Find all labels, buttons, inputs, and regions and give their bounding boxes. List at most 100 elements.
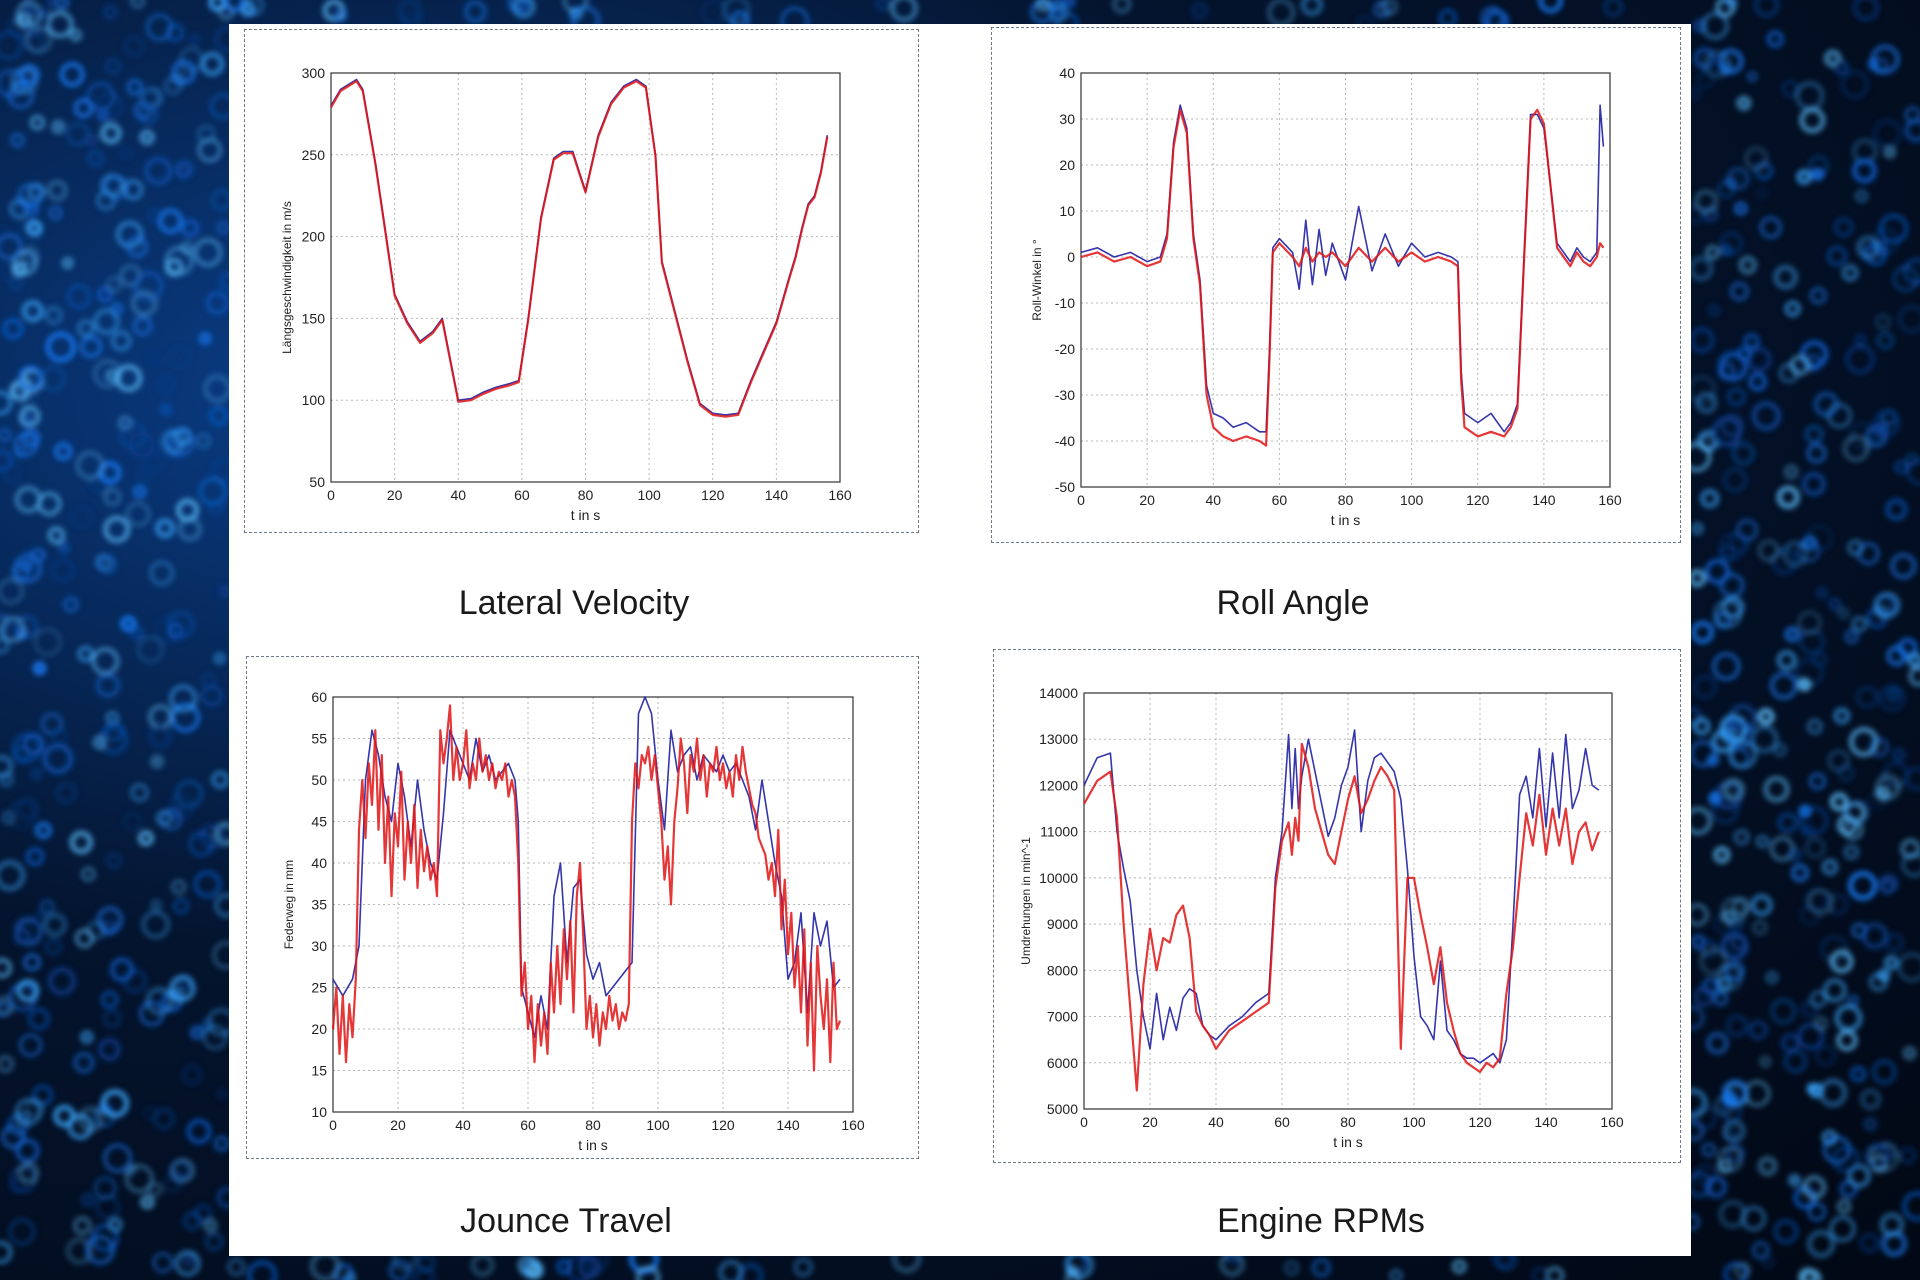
x-tick-label: 0 (327, 487, 335, 503)
y-tick-label: 300 (302, 65, 326, 81)
y-tick-label: 15 (311, 1063, 327, 1079)
y-tick-label: 100 (302, 392, 326, 408)
x-axis-label: t in s (571, 507, 601, 523)
x-tick-label: 140 (765, 487, 789, 503)
x-tick-label: 40 (1208, 1114, 1224, 1130)
y-tick-label: -10 (1055, 295, 1075, 311)
x-tick-label: 0 (1080, 1114, 1088, 1130)
y-tick-label: 30 (311, 938, 327, 954)
y-tick-label: 200 (302, 229, 326, 245)
x-tick-label: 80 (1338, 492, 1354, 508)
y-tick-label: 7000 (1047, 1009, 1078, 1025)
x-tick-label: 40 (450, 487, 466, 503)
y-tick-label: -30 (1055, 387, 1075, 403)
x-tick-label: 120 (711, 1117, 735, 1133)
x-tick-label: 0 (1077, 492, 1085, 508)
x-tick-label: 160 (1600, 1114, 1624, 1130)
caption-roll-angle: Roll Angle (1216, 584, 1370, 622)
x-tick-label: 80 (578, 487, 594, 503)
y-tick-label: 10000 (1039, 870, 1078, 886)
x-tick-label: 100 (1400, 492, 1424, 508)
x-tick-label: 60 (514, 487, 530, 503)
x-tick-label: 160 (841, 1117, 865, 1133)
x-tick-label: 20 (390, 1117, 406, 1133)
caption-jounce-travel: Jounce Travel (460, 1202, 672, 1240)
series-line-red (330, 80, 829, 418)
y-tick-label: 5000 (1047, 1101, 1078, 1117)
y-tick-label: 6000 (1047, 1055, 1078, 1071)
plot-area-border (1080, 72, 1611, 488)
y-tick-label: 25 (311, 980, 327, 996)
series-line-blue (330, 78, 829, 416)
caption-engine-rpms: Engine RPMs (1217, 1202, 1425, 1240)
x-tick-label: 100 (637, 487, 661, 503)
y-tick-label: 10 (1059, 203, 1075, 219)
x-tick-label: 160 (1598, 492, 1622, 508)
jounce-travel-plot: 0 20 40 60 80 100 120 140 160 10 15 20 25 30 35 40 45 50 5… (246, 656, 919, 1159)
x-tick-label: 140 (1532, 492, 1556, 508)
y-axis-label: Federweg in mm (282, 860, 296, 949)
x-tick-label: 120 (1466, 492, 1490, 508)
x-axis-label: t in s (578, 1137, 608, 1153)
caption-lateral-velocity: Lateral Velocity (458, 584, 690, 622)
series-line-blue (332, 696, 841, 1039)
roll-angle-plot: 0 20 40 60 80 100 120 140 160 -50 -40 -30 -20 -10 0 10 2… (991, 27, 1681, 543)
y-tick-label: 35 (311, 897, 327, 913)
x-tick-label: 80 (1340, 1114, 1356, 1130)
y-axis-label: Umdrehungen in min^-1 (1019, 837, 1033, 965)
y-tick-label: 11000 (1040, 824, 1078, 840)
x-tick-label: 80 (585, 1117, 601, 1133)
series-line-red (1080, 108, 1605, 447)
jounce-travel-svg: 0 20 40 60 80 100 120 140 160 10 15 20 25 30 35 40 45 50 5… (282, 689, 865, 1153)
y-tick-label: 40 (1059, 65, 1075, 81)
y-tick-label: -40 (1055, 433, 1075, 449)
y-axis-label: Roll-Winkel in ° (1030, 239, 1044, 321)
y-tick-label: 12000 (1039, 777, 1078, 793)
plot-area-border (330, 72, 841, 483)
x-tick-label: 100 (1402, 1114, 1426, 1130)
x-tick-label: 60 (520, 1117, 536, 1133)
x-tick-label: 0 (329, 1117, 337, 1133)
y-tick-label: 45 (311, 814, 327, 830)
y-tick-label: 0 (1067, 249, 1075, 265)
engine-rpms-svg: 0 20 40 60 80 100 120 140 160 5000 6000 7000 8000 900… (1019, 685, 1624, 1150)
y-tick-label: 10 (311, 1104, 327, 1120)
x-tick-label: 60 (1274, 1114, 1290, 1130)
y-axis-label: Längsgeschwindigkeit in m/s (280, 201, 294, 354)
x-tick-label: 40 (1205, 492, 1221, 508)
x-tick-label: 40 (455, 1117, 471, 1133)
y-tick-label: 55 (311, 731, 327, 747)
x-tick-label: 140 (1534, 1114, 1558, 1130)
y-tick-label: 40 (311, 855, 327, 871)
x-tick-label: 120 (1468, 1114, 1492, 1130)
x-axis-label: t in s (1333, 1134, 1363, 1150)
x-tick-label: 160 (828, 487, 852, 503)
y-tick-label: 20 (311, 1021, 327, 1037)
roll-angle-svg: 0 20 40 60 80 100 120 140 160 -50 -40 -30 -20 -10 0 10 2… (1030, 65, 1622, 528)
engine-rpms-plot: 0 20 40 60 80 100 120 140 160 5000 6000 7000 8000 900… (993, 649, 1681, 1163)
x-tick-label: 20 (1139, 492, 1155, 508)
x-tick-label: 20 (387, 487, 403, 503)
y-tick-label: 9000 (1047, 916, 1078, 932)
y-tick-label: 13000 (1039, 731, 1078, 747)
y-tick-label: 50 (311, 772, 327, 788)
y-tick-label: 150 (302, 310, 326, 326)
x-tick-label: 120 (701, 487, 725, 503)
y-tick-label: 8000 (1047, 962, 1078, 978)
x-tick-label: 20 (1142, 1114, 1158, 1130)
series-line-red (331, 704, 842, 1072)
lateral-velocity-plot: 0 20 40 60 80 100 120 140 160 50 100 150 200 250 300 t … (244, 29, 919, 533)
y-tick-label: -20 (1055, 341, 1075, 357)
x-tick-label: 60 (1272, 492, 1288, 508)
series-line-red (1083, 742, 1600, 1092)
y-tick-label: 14000 (1039, 685, 1078, 701)
y-tick-label: 20 (1059, 157, 1075, 173)
plot-area-border (1083, 692, 1613, 1110)
lateral-velocity-svg: 0 20 40 60 80 100 120 140 160 50 100 150 200 250 300 t … (280, 65, 852, 523)
y-tick-label: -50 (1055, 479, 1075, 495)
y-tick-label: 50 (309, 474, 325, 490)
series-line-blue (1083, 729, 1600, 1064)
chart-panel: 0 20 40 60 80 100 120 140 160 50 100 150 200 250 300 t … (229, 24, 1691, 1256)
